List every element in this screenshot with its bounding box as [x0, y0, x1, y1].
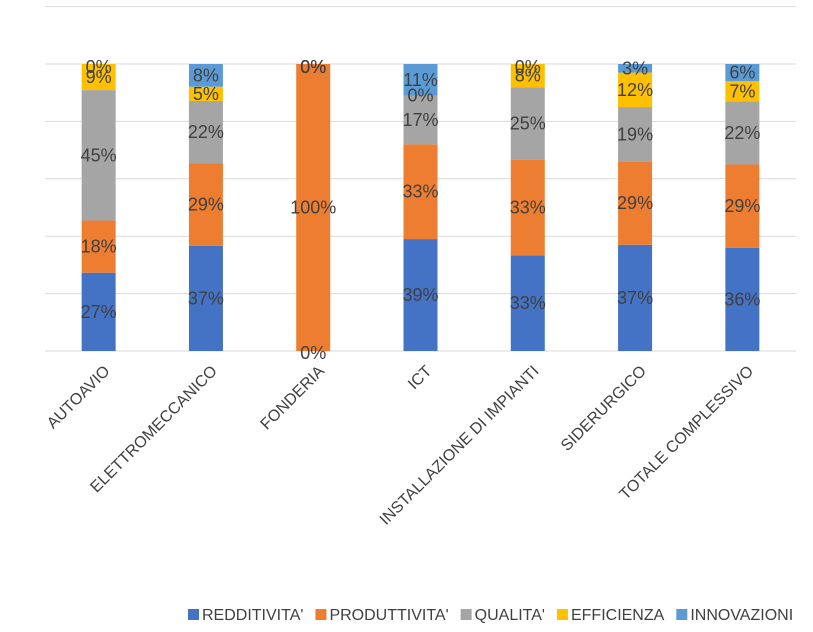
x-tick-label: ICT — [405, 363, 435, 393]
data-label: 45% — [81, 145, 117, 165]
data-label: 0% — [300, 343, 326, 363]
legend-swatch — [676, 609, 688, 620]
bar-segment — [403, 95, 438, 145]
data-label: 29% — [617, 193, 653, 213]
legend-label: QUALITA' — [475, 607, 545, 624]
bar-segment — [188, 163, 223, 246]
data-label: 25% — [510, 113, 546, 133]
data-label: 5% — [193, 84, 219, 104]
data-label: 8% — [515, 66, 541, 86]
data-label: 0% — [300, 57, 326, 77]
data-label: 0% — [515, 57, 541, 77]
bar-segment — [725, 247, 760, 351]
data-label: 33% — [510, 198, 546, 218]
bar-segment — [188, 100, 223, 164]
legend: REDDITIVITA' PRODUTTIVITA' QUALITA' EFFICIE… — [188, 607, 793, 624]
bar-segment — [403, 64, 438, 96]
legend-label: REDDITIVITA' — [202, 607, 303, 624]
bar-segment — [725, 64, 760, 82]
legend-label: INNOVAZIONI — [690, 607, 793, 624]
data-label: 36% — [724, 289, 760, 309]
data-label: 100% — [290, 198, 336, 218]
bar-segment — [618, 244, 653, 351]
bar-segment — [81, 64, 116, 91]
data-label: 18% — [81, 237, 117, 257]
data-label: 33% — [402, 182, 438, 202]
data-label: 27% — [81, 302, 117, 322]
bar-segment — [510, 255, 545, 351]
bar-segment — [188, 86, 223, 101]
data-label: 9% — [86, 67, 112, 87]
data-label: 12% — [617, 80, 653, 100]
bar-segment — [296, 64, 331, 351]
bar-segment — [188, 245, 223, 351]
data-label: 0% — [86, 57, 112, 77]
data-label: 3% — [622, 58, 648, 78]
bar-segment — [510, 64, 545, 88]
x-tick-label: INSTALLAZIONE DI IMPIANTI — [377, 363, 543, 529]
data-label: 22% — [724, 123, 760, 143]
bar-segment — [618, 161, 653, 245]
data-label: 11% — [403, 70, 438, 90]
data-label: 33% — [510, 293, 546, 313]
legend-label: PRODUTTIVITA' — [329, 607, 448, 624]
bar-segment — [618, 64, 653, 73]
data-label: 6% — [729, 63, 755, 83]
bar-segment — [510, 159, 545, 256]
data-labels: 27%18%45%9%0%37%29%22%5%8%0%100%0%0%0%39… — [81, 57, 761, 363]
x-tick-label: SIDERURGICO — [558, 363, 650, 455]
bar-segment — [403, 239, 438, 351]
x-tick-label: AUTOAVIO — [44, 363, 113, 432]
bar-segment — [618, 72, 653, 108]
legend-swatch — [315, 609, 327, 620]
data-label: 7% — [729, 81, 755, 101]
data-label: 29% — [724, 196, 760, 216]
bar-segment — [618, 107, 653, 162]
legend-swatch — [460, 609, 472, 620]
data-label: 37% — [617, 288, 653, 308]
legend-label: EFFICIENZA — [571, 607, 665, 624]
bar-segment — [510, 87, 545, 160]
x-tick-label: FONDERIA — [258, 363, 329, 434]
data-label: 22% — [188, 122, 224, 142]
data-label: 39% — [402, 285, 438, 305]
data-label: 0% — [407, 86, 433, 106]
x-tick-label: ELETTROMECCANICO — [87, 363, 220, 496]
bar-segment — [188, 64, 223, 87]
data-label: 0% — [300, 57, 326, 77]
bar-segment — [81, 272, 116, 351]
legend-swatch — [556, 609, 568, 620]
data-label: 37% — [188, 288, 224, 308]
bar-segment — [725, 164, 760, 248]
bar-segment — [81, 90, 116, 221]
data-label: 17% — [402, 110, 438, 130]
bar-segment — [403, 144, 438, 240]
bar-segment — [81, 220, 116, 273]
data-label: 29% — [188, 195, 224, 215]
data-label: 0% — [300, 57, 326, 77]
legend-swatch — [188, 609, 199, 620]
bar-segment — [725, 81, 760, 102]
bars — [81, 64, 760, 351]
data-label: 8% — [193, 65, 219, 85]
bar-segment — [725, 101, 760, 165]
data-label: 19% — [617, 124, 653, 144]
